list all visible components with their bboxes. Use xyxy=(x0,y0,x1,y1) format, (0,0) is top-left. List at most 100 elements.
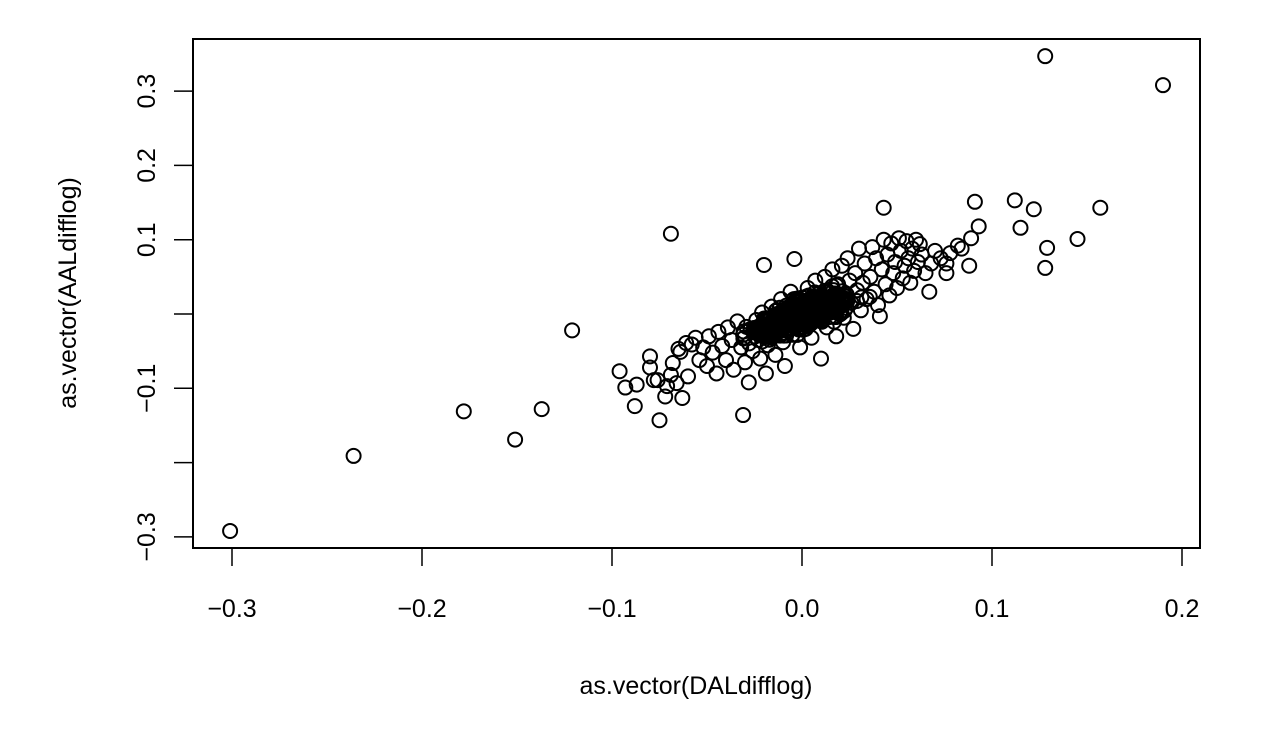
data-point xyxy=(786,251,803,268)
x-axis: −0.3 −0.2 −0.1 0.0 0.1 0.2 xyxy=(207,548,1199,623)
data-point xyxy=(963,230,980,247)
data-point xyxy=(455,403,472,420)
data-point xyxy=(708,365,725,382)
data-point xyxy=(845,320,862,337)
data-point xyxy=(759,337,776,354)
x-tick-label: −0.2 xyxy=(397,595,446,623)
data-point xyxy=(767,346,784,363)
data-point xyxy=(778,302,795,319)
y-tick-label: 0.2 xyxy=(133,148,161,183)
data-point xyxy=(938,255,955,272)
data-point xyxy=(733,339,750,356)
y-tick-label: 0.3 xyxy=(133,74,161,109)
data-point xyxy=(664,355,681,372)
data-point xyxy=(662,225,679,242)
data-point xyxy=(847,265,864,282)
data-point xyxy=(668,375,685,392)
data-point xyxy=(784,326,801,343)
data-point xyxy=(642,348,658,365)
data-point xyxy=(885,265,902,282)
data-point xyxy=(680,368,696,385)
data-point xyxy=(1006,192,1023,209)
data-point xyxy=(911,236,928,253)
data-point xyxy=(564,322,581,339)
data-point xyxy=(1092,199,1109,216)
data-point xyxy=(828,328,845,345)
data-point xyxy=(725,361,742,378)
data-point xyxy=(718,352,734,369)
data-point xyxy=(1025,201,1042,218)
data-point xyxy=(862,268,879,285)
data-point xyxy=(1039,239,1056,256)
data-point xyxy=(851,240,867,257)
data-point xyxy=(824,261,841,278)
data-point xyxy=(345,447,362,464)
data-point xyxy=(737,354,753,371)
data-point xyxy=(710,323,727,340)
data-point xyxy=(617,379,634,396)
data-point xyxy=(813,350,829,367)
data-point xyxy=(780,317,797,334)
data-point xyxy=(938,265,955,282)
data-point xyxy=(932,250,949,267)
data-point xyxy=(797,320,814,337)
x-axis-title: as.vector(DALdifflog) xyxy=(580,672,813,700)
data-point xyxy=(966,193,983,210)
data-point xyxy=(877,276,894,293)
data-point xyxy=(970,218,987,235)
data-point xyxy=(662,366,679,383)
data-point xyxy=(824,301,841,318)
data-point xyxy=(626,398,643,415)
data-point xyxy=(533,401,550,418)
data-point xyxy=(1012,219,1029,236)
data-point xyxy=(890,230,907,247)
data-point xyxy=(873,261,890,278)
data-point xyxy=(507,431,524,448)
data-point xyxy=(1037,48,1054,65)
plot-frame xyxy=(192,38,1201,549)
data-point xyxy=(674,389,691,406)
y-axis: −0.3 −0.1 0.1 0.2 0.3 xyxy=(133,74,193,562)
data-point xyxy=(752,350,769,367)
data-point xyxy=(792,339,809,356)
data-point xyxy=(657,388,674,405)
data-point xyxy=(894,270,911,287)
data-point xyxy=(864,239,881,256)
data-point xyxy=(875,231,892,248)
data-point xyxy=(953,240,970,257)
data-point xyxy=(672,343,689,360)
data-point xyxy=(756,256,772,273)
data-point xyxy=(870,297,886,314)
y-tick-label: −0.3 xyxy=(133,512,161,561)
data-points xyxy=(222,48,1171,539)
x-tick-label: 0.0 xyxy=(785,595,820,623)
data-point xyxy=(835,309,852,326)
data-point xyxy=(949,237,966,254)
data-point xyxy=(222,522,239,539)
data-point xyxy=(729,313,746,330)
data-point xyxy=(1037,259,1054,276)
data-point xyxy=(861,288,878,305)
data-point xyxy=(1155,77,1171,94)
data-point xyxy=(832,298,848,315)
data-point xyxy=(740,374,757,391)
data-point xyxy=(776,358,793,375)
data-point xyxy=(1069,230,1086,247)
data-point xyxy=(871,308,888,325)
y-axis-title: as.vector(AALdifflog) xyxy=(54,177,82,409)
data-point xyxy=(735,407,752,424)
x-tick-label: 0.1 xyxy=(975,595,1010,623)
data-point xyxy=(700,328,717,345)
data-point xyxy=(803,329,820,346)
data-point xyxy=(961,257,978,274)
x-tick-label: −0.3 xyxy=(207,595,256,623)
data-point xyxy=(818,319,835,336)
y-tick-label: 0.1 xyxy=(133,222,161,257)
data-point xyxy=(906,262,923,279)
data-point xyxy=(908,231,924,248)
data-point xyxy=(839,250,856,267)
x-tick-label: −0.1 xyxy=(587,595,636,623)
data-point xyxy=(921,283,938,300)
data-point xyxy=(757,365,774,382)
